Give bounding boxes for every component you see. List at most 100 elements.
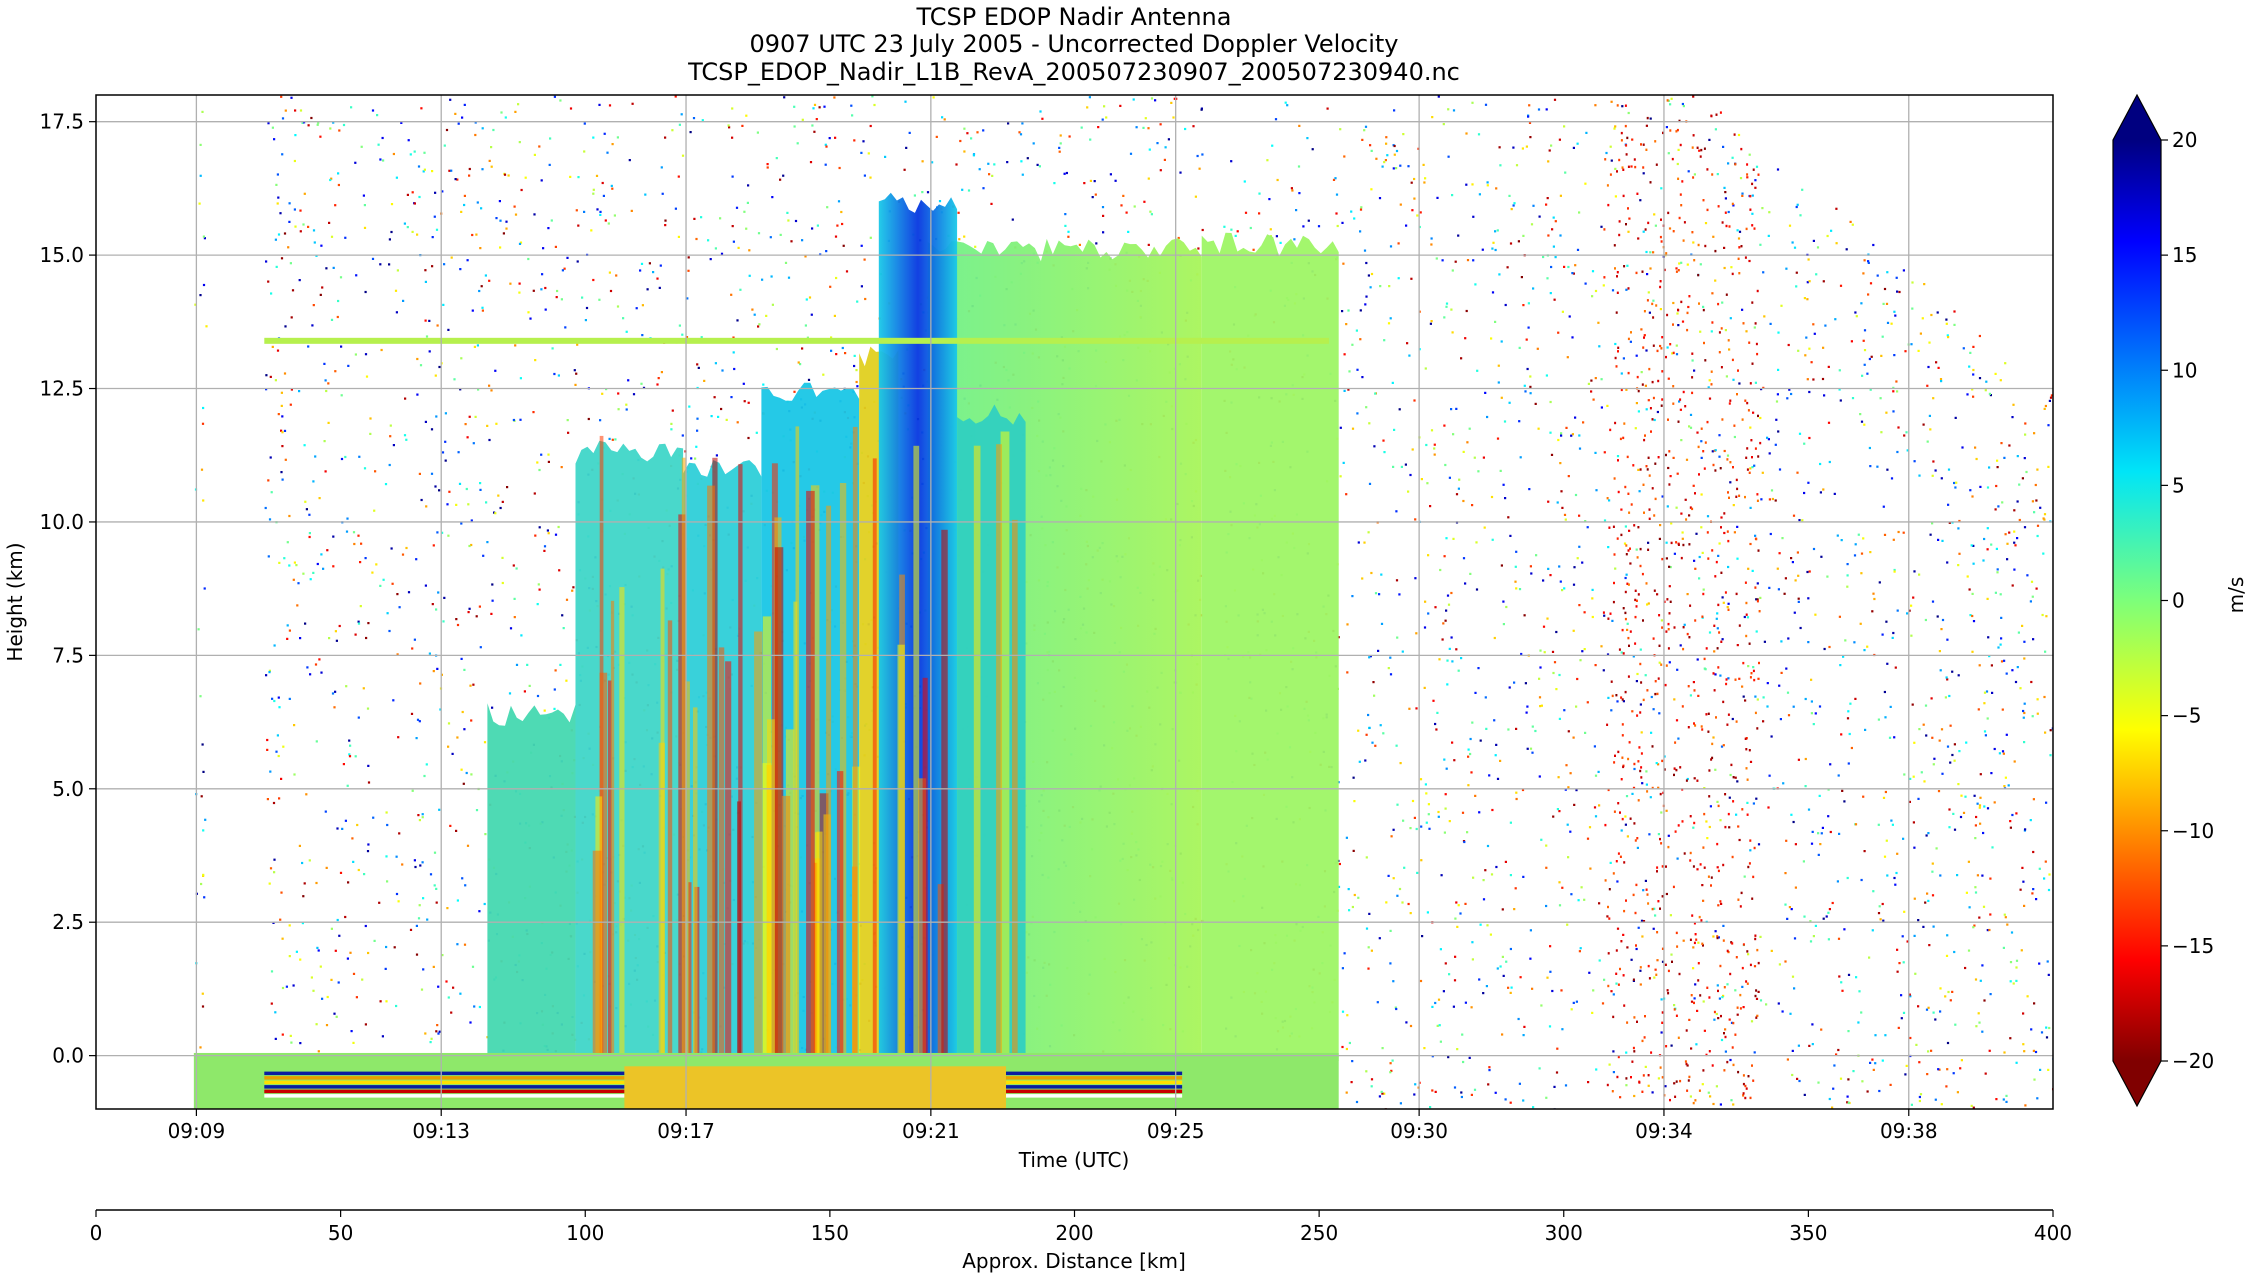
radar-echo-layer	[193, 192, 1339, 1109]
chart-title-line-2: 0907 UTC 23 July 2005 - Uncorrected Dopp…	[749, 30, 1398, 58]
colorbar-tick-label: −15	[2172, 934, 2214, 958]
velocity-streak	[688, 882, 692, 1056]
y-tick-label: 12.5	[39, 377, 84, 401]
velocity-streak	[610, 600, 615, 1056]
velocity-streak	[685, 681, 690, 1056]
distance-tick-label: 350	[1789, 1221, 1827, 1245]
distance-tick-label: 400	[2034, 1221, 2072, 1245]
surface-stripe	[1006, 1080, 1183, 1085]
y-axis-label: Height (km)	[3, 542, 27, 661]
velocity-streak	[754, 631, 763, 1056]
colorbar-extend-top	[2113, 95, 2161, 140]
colorbar-tick-label: −5	[2172, 704, 2201, 728]
surface-stripe	[1006, 1094, 1183, 1098]
velocity-streak	[660, 568, 665, 1056]
y-tick-label: 17.5	[39, 110, 84, 134]
y-tick-label: 0.0	[52, 1044, 84, 1068]
velocity-streak	[592, 850, 602, 1056]
velocity-streak	[707, 485, 715, 1056]
colorbar-extend-bottom	[2113, 1061, 2161, 1106]
velocity-streak	[793, 601, 798, 1056]
velocity-streak	[816, 831, 823, 1056]
x-tick-label: 09:17	[657, 1119, 715, 1143]
velocity-streak	[973, 445, 981, 1056]
distance-tick-label: 300	[1545, 1221, 1583, 1245]
y-axis: 0.0 2.5 5.0 7.5 10.0 12.5 15.0 17.5	[39, 110, 96, 1068]
velocity-streak	[725, 661, 732, 1056]
x-tick-label: 09:30	[1390, 1119, 1448, 1143]
chart-title-line-1: TCSP EDOP Nadir Antenna	[916, 3, 1232, 31]
velocity-streak	[619, 587, 625, 1056]
surface-stripe	[264, 1094, 625, 1098]
surface-stripe	[264, 1071, 625, 1076]
surface-return	[624, 1066, 1007, 1109]
surface-stripe	[264, 1080, 625, 1085]
velocity-streak	[836, 771, 844, 1056]
velocity-streak	[762, 763, 772, 1056]
distance-axis-label: Approx. Distance [km]	[962, 1249, 1186, 1273]
velocity-streak	[872, 458, 877, 1056]
velocity-streak	[712, 457, 718, 1056]
surface-stripe	[264, 1085, 625, 1089]
velocity-streak	[813, 862, 818, 1056]
velocity-streak	[738, 464, 743, 1056]
velocity-streak	[599, 672, 608, 1056]
velocity-streak	[767, 719, 775, 1056]
velocity-streak	[795, 426, 800, 1056]
velocity-streak	[839, 483, 847, 1056]
velocity-streak	[918, 778, 926, 1056]
colorbar-tick-label: 10	[2172, 358, 2197, 382]
surface-stripe	[1006, 1071, 1183, 1076]
surface-stripe	[1006, 1076, 1183, 1080]
velocity-streak	[996, 444, 1002, 1056]
anvil-echo-east	[1201, 232, 1339, 1061]
velocity-streak	[810, 485, 820, 1056]
surface-stripe	[1006, 1085, 1183, 1089]
y-tick-label: 5.0	[52, 777, 84, 801]
surface-stripe	[1006, 1089, 1183, 1094]
velocity-streak	[922, 677, 928, 1056]
y-tick-label: 2.5	[52, 910, 84, 934]
surface-stripe	[264, 1076, 625, 1080]
velocity-streak	[667, 620, 673, 1056]
x-axis-label: Time (UTC)	[1018, 1148, 1130, 1172]
velocity-streak	[852, 426, 858, 1056]
colorbar-tick-label: 0	[2172, 589, 2185, 613]
x-tick-label: 09:09	[168, 1119, 226, 1143]
distance-tick-label: 250	[1300, 1221, 1338, 1245]
colorbar-tick-label: 15	[2172, 243, 2197, 267]
distance-tick-label: 0	[90, 1221, 103, 1245]
surface-stripe	[264, 1089, 625, 1094]
colorbar-tick-label: 20	[2172, 128, 2197, 152]
y-tick-label: 7.5	[52, 643, 84, 667]
colorbar-tick-label: −20	[2172, 1049, 2214, 1073]
colorbar-tick-label: −10	[2172, 819, 2214, 843]
distance-tick-label: 200	[1055, 1221, 1093, 1245]
velocity-streak	[693, 707, 698, 1056]
grid-lines	[96, 95, 2053, 1109]
distance-axis: 0 50 100 150 200 250 300 350 400	[90, 1210, 2072, 1245]
tower-echo	[575, 440, 684, 1061]
x-tick-label: 09:13	[412, 1119, 470, 1143]
velocity-streak	[737, 801, 742, 1056]
y-tick-label: 10.0	[39, 510, 84, 534]
velocity-streak	[806, 490, 815, 1056]
plot-area	[96, 95, 2053, 1109]
velocity-streak	[1000, 431, 1010, 1056]
x-axis: 09:09 09:13 09:17 09:21 09:25 09:30 09:34 09:38	[168, 1109, 1938, 1143]
velocity-streak	[937, 884, 944, 1056]
plot-frame	[95, 94, 2054, 1110]
velocity-streak	[1012, 519, 1018, 1056]
colorbar-ticks: 20 15 10 5 0 −5 −10 −15 −20	[2161, 128, 2214, 1073]
velocity-streak	[781, 795, 791, 1056]
velocity-streak	[897, 644, 905, 1056]
velocity-streak	[681, 457, 686, 1056]
x-tick-label: 09:25	[1147, 1119, 1205, 1143]
distance-tick-label: 150	[811, 1221, 849, 1245]
colorbar-label: m/s	[2224, 577, 2248, 614]
x-tick-label: 09:38	[1880, 1119, 1938, 1143]
shallow-echo	[487, 703, 576, 1061]
chart-title-line-3: TCSP_EDOP_Nadir_L1B_RevA_200507230907_20…	[687, 58, 1460, 86]
x-tick-label: 09:34	[1635, 1119, 1693, 1143]
